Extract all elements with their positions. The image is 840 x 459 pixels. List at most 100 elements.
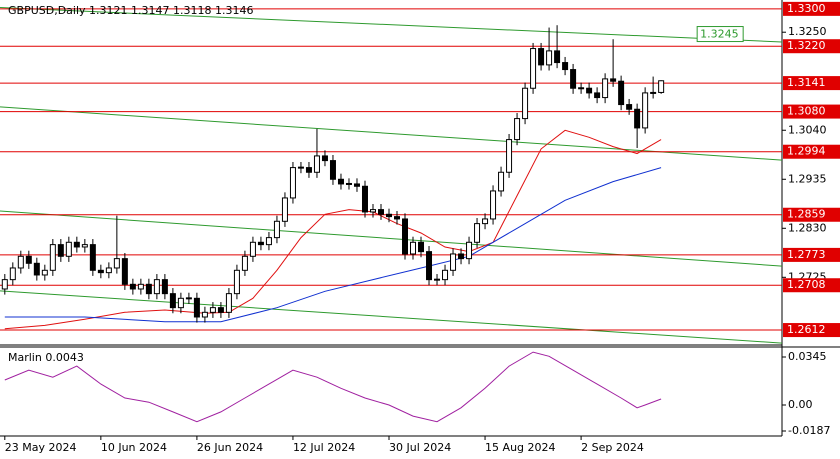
candle-body xyxy=(257,241,264,246)
level-label-box xyxy=(783,1,840,16)
candle-body xyxy=(65,241,72,257)
candle-body xyxy=(137,283,144,290)
candle-body xyxy=(185,297,192,300)
candle-body xyxy=(241,255,248,271)
level-label-box xyxy=(783,278,840,293)
candle-body xyxy=(273,220,280,239)
candle-body xyxy=(145,283,152,295)
last-high: 1.3147 xyxy=(131,4,170,17)
candle-body xyxy=(377,209,384,215)
candle-body xyxy=(49,244,56,271)
candle-body xyxy=(81,244,88,248)
candle-body xyxy=(385,213,392,218)
level-label-box xyxy=(783,323,840,338)
candle-body xyxy=(514,118,521,141)
trendline-label-box xyxy=(696,26,744,43)
candle-body xyxy=(538,48,545,66)
level-label: 1.2612 xyxy=(787,323,826,336)
candle-body xyxy=(434,278,441,281)
candle-body xyxy=(57,244,64,257)
candle-body xyxy=(369,209,376,213)
candle-body xyxy=(33,262,40,276)
trendline xyxy=(0,6,783,43)
candle-body xyxy=(530,48,537,89)
candle-body xyxy=(17,255,24,269)
y-tick-label: 1.2830 xyxy=(788,221,827,234)
moving-average xyxy=(4,167,662,323)
y-tick-label: 1.3040 xyxy=(788,123,827,136)
last-close: 1.3146 xyxy=(215,4,254,17)
candle-body xyxy=(289,167,296,199)
candle-body xyxy=(201,311,208,318)
candle-body xyxy=(129,283,136,290)
candle-body xyxy=(225,293,232,313)
indicator-value: 0.0043 xyxy=(45,351,84,364)
level-label-box xyxy=(783,207,840,222)
candle-body xyxy=(578,87,585,90)
x-tick-label: 2 Sep 2024 xyxy=(581,441,644,454)
candle-body xyxy=(209,307,216,313)
x-tick-label: 12 Jul 2024 xyxy=(293,441,355,454)
candle-body xyxy=(321,155,328,162)
candle-body xyxy=(618,80,625,106)
level-label: 1.2773 xyxy=(787,248,826,261)
candle-body xyxy=(586,87,593,94)
candle-body xyxy=(169,293,176,309)
candle-body xyxy=(554,50,561,64)
level-label-box xyxy=(783,104,840,119)
candle-body xyxy=(9,267,16,281)
candle-body xyxy=(418,241,425,253)
candle-body xyxy=(265,237,272,246)
candle-body xyxy=(337,178,344,185)
candle-body xyxy=(353,183,360,187)
candle-body xyxy=(73,241,80,248)
level-label: 1.3080 xyxy=(787,105,826,118)
candle-body xyxy=(361,185,368,213)
candle-body xyxy=(602,78,609,99)
candle-body xyxy=(626,104,633,110)
candle-body xyxy=(498,171,505,192)
x-tick-label: 15 Aug 2024 xyxy=(485,441,555,454)
level-label-box xyxy=(783,144,840,159)
level-label: 1.3141 xyxy=(787,76,826,89)
last-low: 1.3118 xyxy=(173,4,212,17)
level-label: 1.2994 xyxy=(787,145,826,158)
candle-body xyxy=(394,216,401,220)
candle-body xyxy=(490,190,497,220)
candle-body xyxy=(634,108,641,129)
candle-body xyxy=(442,269,449,281)
candle-body xyxy=(610,78,617,82)
x-tick-label: 26 Jun 2024 xyxy=(197,441,263,454)
candle-body xyxy=(121,258,128,285)
candle-body xyxy=(650,91,657,94)
candle-body xyxy=(329,160,336,180)
candle-body xyxy=(594,92,601,99)
candle-body xyxy=(642,92,649,129)
candle-body xyxy=(482,218,489,225)
candle-body xyxy=(41,269,48,276)
level-label-box xyxy=(783,39,840,54)
candle-body xyxy=(410,241,417,255)
candle-body xyxy=(522,87,529,120)
level-label-box xyxy=(783,76,840,91)
y-tick-label: 1.3250 xyxy=(788,25,827,38)
candle-body xyxy=(345,182,352,185)
indicator-line xyxy=(4,351,662,423)
candle-body xyxy=(97,269,104,274)
level-label: 1.3220 xyxy=(787,39,826,52)
trendline xyxy=(0,290,783,344)
candle-body xyxy=(177,297,184,309)
candle-body xyxy=(562,62,569,71)
candle-body xyxy=(305,167,312,173)
indicator-y-tick-label: 0.00 xyxy=(788,398,813,411)
indicator-name: Marlin xyxy=(8,351,42,364)
candle-body xyxy=(1,279,8,290)
candle-body xyxy=(466,241,473,260)
candle-body xyxy=(217,307,224,313)
level-label: 1.2708 xyxy=(787,278,826,291)
level-label: 1.3300 xyxy=(787,2,826,15)
candle-body xyxy=(105,267,112,274)
